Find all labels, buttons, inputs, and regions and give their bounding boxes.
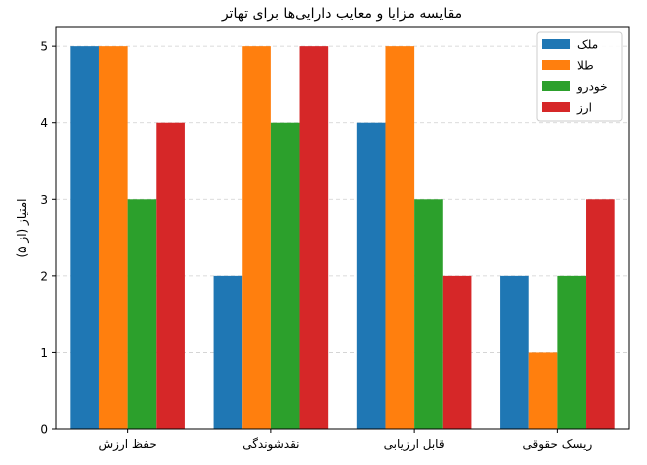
bar xyxy=(500,275,529,429)
bar xyxy=(156,122,185,429)
legend-label: طلا xyxy=(577,59,594,73)
x-tick-label: ریسک حقوقی xyxy=(522,437,592,452)
y-tick-label: 4 xyxy=(40,116,48,130)
bar xyxy=(414,199,443,429)
bar xyxy=(270,122,300,429)
legend-label: ارز xyxy=(576,101,592,116)
x-tick-label: حفظ ارزش xyxy=(98,437,156,452)
bar xyxy=(356,122,386,429)
chart-title: مقایسه مزایا و معایب دارایی‌ها برای تهات… xyxy=(221,6,462,22)
bar xyxy=(528,352,558,429)
legend-swatch xyxy=(542,81,570,91)
y-axis-label: امتیاز (از ۵) xyxy=(15,198,30,257)
x-tick-label: نقدشوندگی xyxy=(242,437,299,452)
y-tick-label: 2 xyxy=(40,269,48,283)
bar xyxy=(213,275,243,429)
bars xyxy=(70,46,615,430)
y-axis: 0 1 2 3 4 5 xyxy=(40,40,56,437)
legend-label: خودرو xyxy=(576,80,608,95)
legend-swatch xyxy=(542,102,570,112)
bar xyxy=(442,275,472,429)
y-tick-label: 3 xyxy=(40,193,48,207)
y-tick-label: 0 xyxy=(40,423,48,437)
legend-box xyxy=(536,31,623,122)
x-tick-label: قابل ارزیابی xyxy=(384,437,445,452)
bar xyxy=(127,199,157,429)
x-axis: حفظ ارزش نقدشوندگی قابل ارزیابی ریسک حقوقی xyxy=(98,429,592,452)
bar xyxy=(299,46,329,430)
bar xyxy=(557,275,587,429)
legend-swatch xyxy=(542,39,570,49)
bar xyxy=(385,46,415,430)
y-tick-label: 1 xyxy=(40,346,48,360)
bar xyxy=(70,46,99,430)
y-tick-label: 5 xyxy=(40,40,48,54)
legend: ملک طلا خودرو ارز xyxy=(536,31,623,122)
bar xyxy=(242,46,271,430)
bar xyxy=(586,199,615,429)
plot-frame xyxy=(55,26,630,430)
legend-label: ملک xyxy=(577,38,598,52)
bar xyxy=(98,46,128,430)
legend-swatch xyxy=(542,60,570,70)
